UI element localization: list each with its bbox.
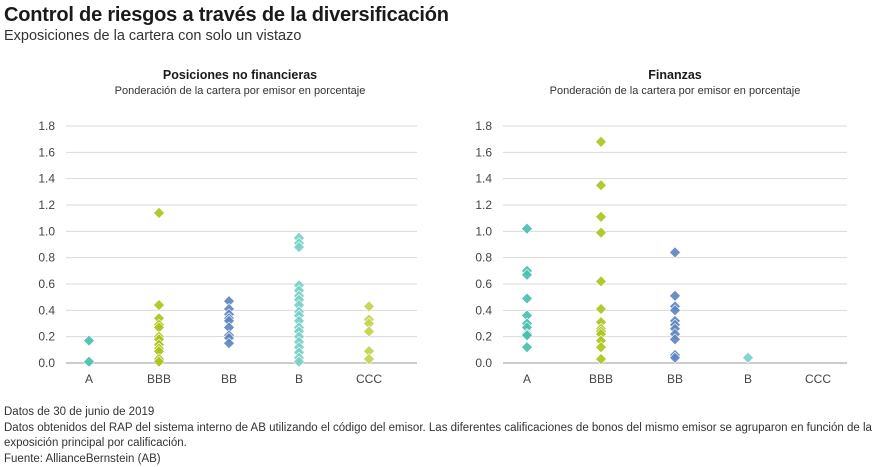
y-tick-label: 0.4 (38, 303, 55, 317)
data-point (670, 247, 681, 258)
y-tick-label: 1.8 (475, 119, 492, 133)
data-point (154, 207, 165, 218)
x-tick-label: BBB (589, 372, 613, 386)
x-tick-label: A (523, 372, 531, 386)
y-tick-label: 0.8 (475, 251, 492, 265)
y-tick-label: 0.4 (475, 303, 492, 317)
y-tick-label: 0.6 (38, 277, 55, 291)
data-point (84, 356, 95, 367)
footer-date: Datos de 30 de junio de 2019 (4, 405, 880, 421)
footer-source: Fuente: AllianceBernstein (AB) (4, 452, 880, 467)
y-tick-label: 1.4 (38, 172, 55, 186)
y-tick-label: 1.8 (38, 119, 55, 133)
x-tick-label: CCC (805, 372, 831, 386)
y-tick-label: 1.0 (38, 224, 55, 238)
x-tick-label: CCC (356, 372, 382, 386)
data-point (596, 342, 607, 353)
data-point (670, 290, 681, 301)
data-point (596, 304, 607, 315)
data-point (596, 136, 607, 147)
y-tick-label: 1.4 (475, 172, 492, 186)
data-point (522, 342, 533, 353)
footer-methodology: Datos obtenidos del RAP del sistema inte… (4, 421, 880, 452)
x-tick-label: BB (221, 372, 237, 386)
data-point (596, 180, 607, 191)
y-tick-label: 0.8 (38, 251, 55, 265)
data-point (522, 223, 533, 234)
data-point (743, 352, 754, 363)
y-tick-label: 1.2 (38, 198, 55, 212)
y-tick-label: 1.2 (475, 198, 492, 212)
y-tick-label: 1.6 (38, 145, 55, 159)
data-point (522, 330, 533, 341)
x-tick-label: A (85, 372, 93, 386)
data-point (596, 211, 607, 222)
data-point (154, 300, 165, 311)
data-point (364, 326, 375, 337)
y-tick-label: 1.6 (475, 145, 492, 159)
y-tick-label: 0.6 (475, 277, 492, 291)
footer-notes: Datos de 30 de junio de 2019 Datos obten… (4, 405, 880, 467)
data-point (596, 276, 607, 287)
x-tick-label: BB (667, 372, 683, 386)
x-tick-label: B (744, 372, 752, 386)
data-point (596, 227, 607, 238)
x-tick-label: B (295, 372, 303, 386)
y-tick-label: 0.0 (475, 356, 492, 370)
y-tick-label: 1.0 (475, 224, 492, 238)
y-tick-label: 0.2 (38, 330, 55, 344)
y-tick-label: 0.0 (38, 356, 55, 370)
x-tick-label: BBB (147, 372, 171, 386)
y-tick-label: 0.2 (475, 330, 492, 344)
data-point (522, 293, 533, 304)
